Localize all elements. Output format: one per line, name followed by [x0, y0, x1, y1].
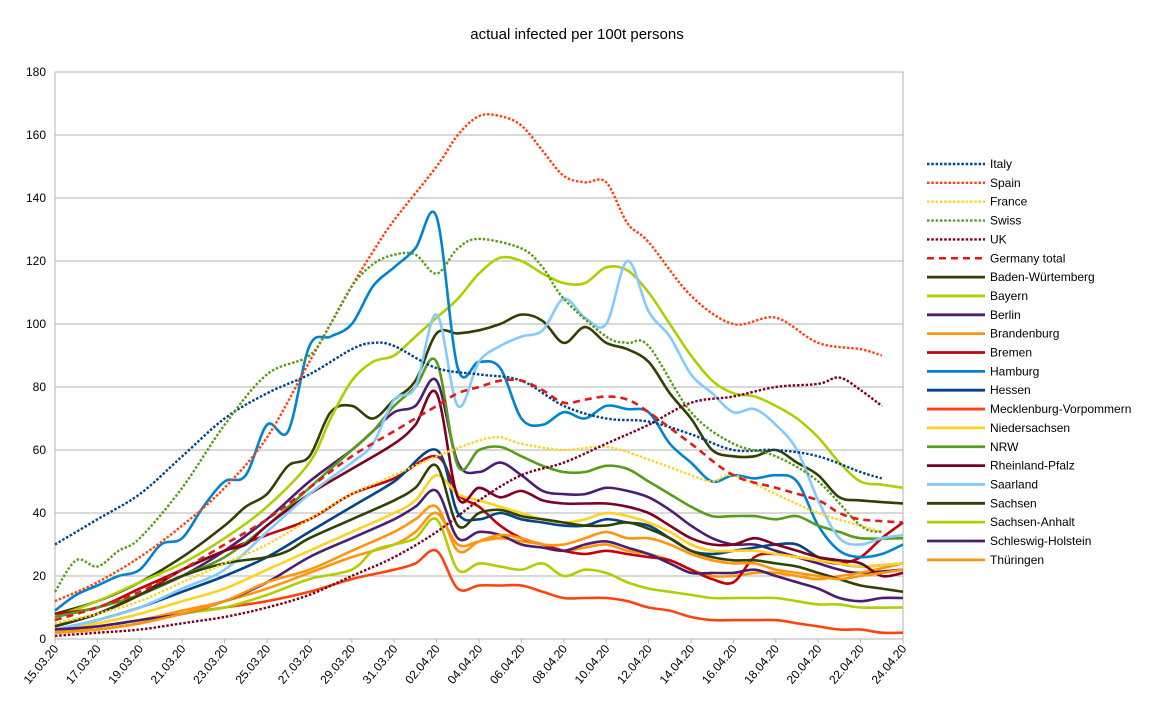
- legend-item: Hessen: [927, 383, 1031, 397]
- legend-label: Germany total: [990, 251, 1065, 265]
- x-tick-label: 18.04.20: [741, 642, 782, 687]
- series-line-italy: [54, 341, 883, 546]
- legend-item: Hamburg: [927, 364, 1039, 378]
- series-line-niedersachsen: [54, 473, 904, 631]
- legend-label: UK: [990, 232, 1007, 246]
- y-tick-label: 80: [33, 380, 47, 394]
- legend-item: Schleswig-Holstein: [927, 534, 1091, 548]
- legend-label: Berlin: [990, 308, 1021, 322]
- legend-item: Bremen: [927, 346, 1032, 360]
- series-line-schleswig-holstein: [54, 488, 904, 631]
- series-line-thueringen: [54, 504, 904, 634]
- legend-label: Italy: [990, 157, 1012, 171]
- x-tick-label: 25.03.20: [233, 642, 274, 687]
- legend-item: France: [927, 195, 1028, 209]
- y-tick-label: 40: [33, 506, 47, 520]
- x-tick-label: 21.03.20: [148, 642, 189, 687]
- legend-item: Italy: [927, 157, 1012, 171]
- x-tick-label: 22.04.20: [826, 642, 867, 687]
- series-line-mecklenburg-vorpommern: [54, 548, 904, 635]
- legend-label: Niedersachsen: [990, 421, 1070, 435]
- series-line-berlin: [54, 377, 904, 628]
- legend-item: Thüringen: [927, 553, 1044, 567]
- series-line-rheinland-pfalz: [54, 389, 904, 628]
- series-line-swiss: [53, 237, 883, 593]
- x-tick-label: 16.04.20: [699, 642, 740, 687]
- legend-label: NRW: [990, 440, 1019, 454]
- legend-item: Spain: [927, 176, 1021, 190]
- legend-label: Swiss: [990, 214, 1021, 228]
- series-line-uk: [54, 376, 883, 638]
- legend-label: Schleswig-Holstein: [990, 534, 1091, 548]
- legend-label: Bremen: [990, 346, 1032, 360]
- legend-label: Thüringen: [990, 553, 1044, 567]
- legend-label: Spain: [990, 176, 1021, 190]
- x-tick-label: 02.04.20: [402, 642, 443, 687]
- legend-label: Sachsen: [990, 496, 1037, 510]
- legend: Italy Spain France Swiss UK Germany total Bade…: [927, 157, 1131, 567]
- legend-item: Brandenburg: [927, 327, 1059, 341]
- x-tick-label: 06.04.20: [487, 642, 528, 687]
- legend-item: Berlin: [927, 308, 1021, 322]
- series-line-germany-total: [54, 378, 904, 622]
- legend-item: Swiss: [927, 214, 1021, 228]
- x-tick-label: 24.04.20: [869, 642, 910, 687]
- legend-label: Baden-Würtemberg: [990, 270, 1095, 284]
- y-tick-label: 0: [39, 632, 46, 646]
- legend-item: Sachsen-Anhalt: [927, 515, 1075, 529]
- x-tick-label: 23.03.20: [190, 642, 231, 687]
- x-tick-label: 20.04.20: [784, 642, 825, 687]
- y-tick-label: 160: [26, 128, 46, 142]
- legend-item: Baden-Würtemberg: [927, 270, 1095, 284]
- y-tick-label: 120: [26, 254, 46, 268]
- legend-item: Germany total: [927, 251, 1065, 265]
- legend-label: Brandenburg: [990, 327, 1059, 341]
- legend-label: Bayern: [990, 289, 1028, 303]
- x-tick-label: 10.04.20: [572, 642, 613, 687]
- legend-label: Rheinland-Pfalz: [990, 459, 1075, 473]
- chart-title: actual infected per 100t persons: [470, 26, 683, 43]
- legend-item: Rheinland-Pfalz: [927, 459, 1075, 473]
- legend-item: Mecklenburg-Vorpommern: [927, 402, 1131, 416]
- legend-item: Sachsen: [927, 496, 1037, 510]
- series-line-sachsen: [54, 463, 904, 628]
- series-line-bremen: [54, 454, 904, 616]
- x-tick-label: 08.04.20: [529, 642, 570, 687]
- x-tick-label: 31.03.20: [360, 642, 401, 687]
- legend-item: Bayern: [927, 289, 1028, 303]
- series-line-saarland: [54, 259, 904, 631]
- y-tick-label: 20: [33, 569, 47, 583]
- x-tick-label: 19.03.20: [105, 642, 146, 687]
- series-line-sachsen-anhalt: [54, 517, 904, 634]
- x-tick-label: 15.03.20: [21, 642, 62, 687]
- series-line-baden-wuertemberg: [54, 313, 904, 616]
- legend-label: Sachsen-Anhalt: [990, 515, 1075, 529]
- y-tick-label: 100: [26, 317, 46, 331]
- legend-label: France: [990, 195, 1028, 209]
- x-tick-label: 14.04.20: [657, 642, 698, 687]
- series-line-spain: [54, 113, 883, 603]
- legend-label: Mecklenburg-Vorpommern: [990, 402, 1131, 416]
- x-tick-label: 27.03.20: [275, 642, 316, 687]
- y-tick-label: 140: [26, 191, 46, 205]
- series-line-bayern: [54, 255, 904, 619]
- x-tick-label: 29.03.20: [317, 642, 358, 687]
- legend-item: Niedersachsen: [927, 421, 1070, 435]
- legend-label: Hessen: [990, 383, 1031, 397]
- legend-label: Hamburg: [990, 364, 1039, 378]
- x-tick-label: 04.04.20: [445, 642, 486, 687]
- legend-item: Saarland: [927, 477, 1038, 491]
- legend-item: UK: [927, 232, 1007, 246]
- y-tick-label: 180: [26, 65, 46, 79]
- series: [53, 113, 904, 638]
- x-tick-label: 12.04.20: [614, 642, 655, 687]
- legend-item: NRW: [927, 440, 1019, 454]
- y-tick-label: 60: [33, 443, 47, 457]
- x-tick-label: 17.03.20: [63, 642, 104, 687]
- legend-label: Saarland: [990, 477, 1038, 491]
